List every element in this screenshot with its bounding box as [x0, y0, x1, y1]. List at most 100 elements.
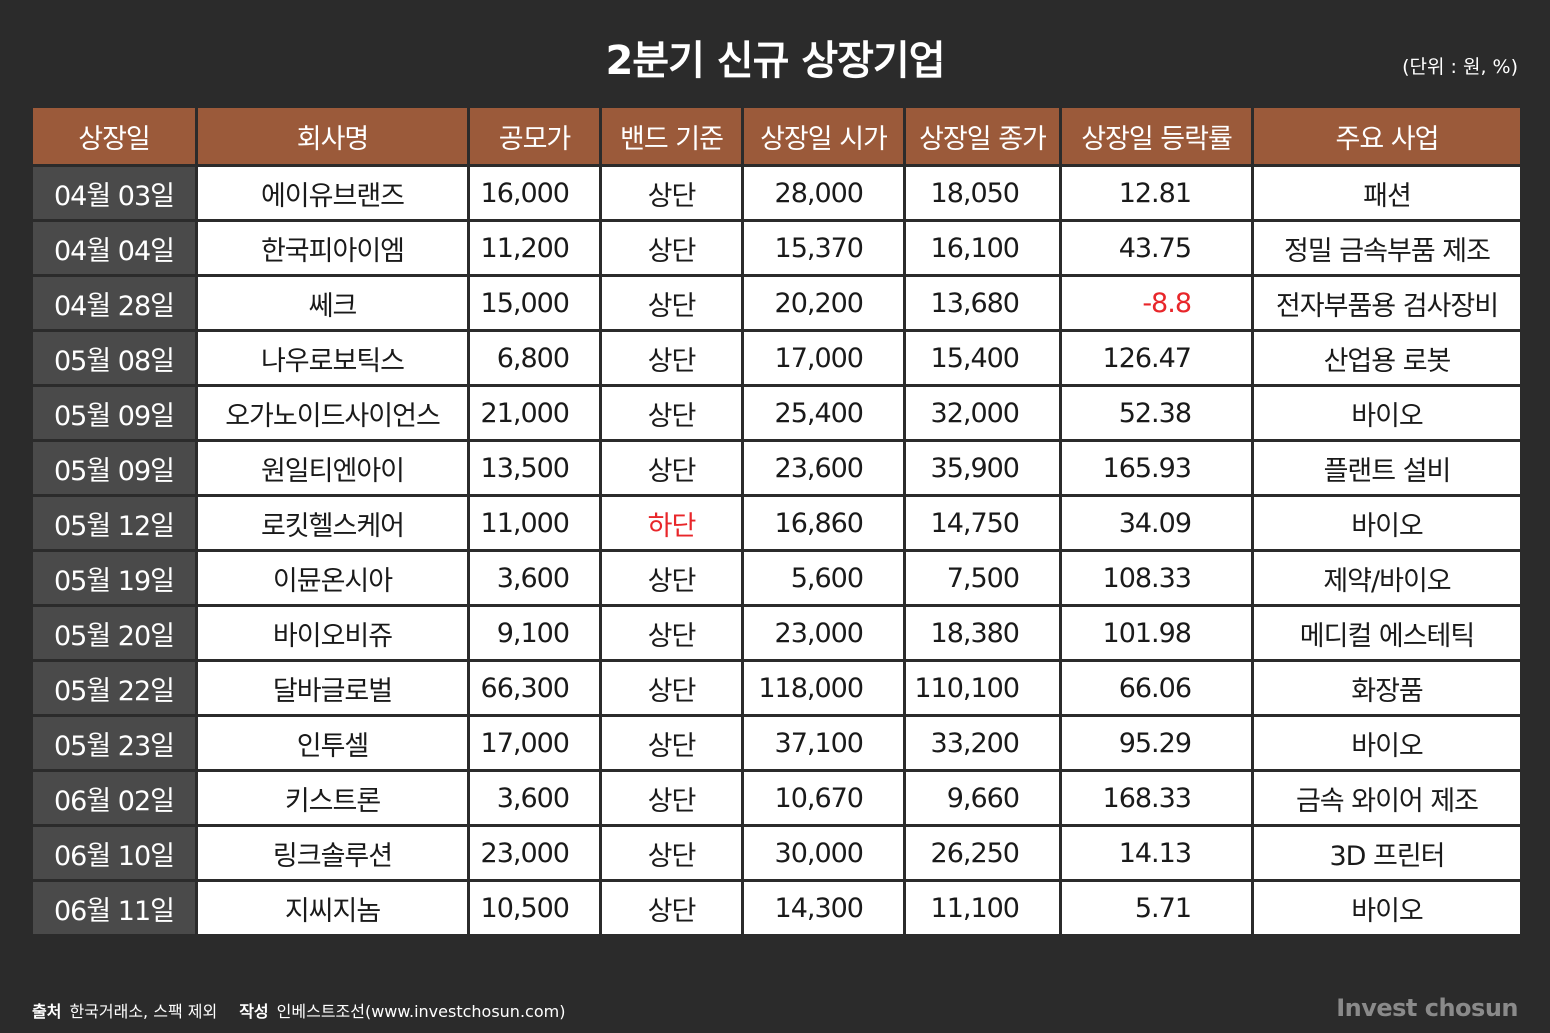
cell-change-rate: 95.29 — [1059, 714, 1254, 772]
cell-close-price: 35,900 — [903, 439, 1062, 497]
cell-business: 제약/바이오 — [1251, 549, 1523, 607]
cell-change-rate: 165.93 — [1059, 439, 1254, 497]
cell-close-price: 15,400 — [903, 329, 1062, 387]
cell-change-rate: -8.8 — [1059, 274, 1254, 332]
col-header-open-price: 상장일 시가 — [741, 105, 906, 167]
cell-business: 금속 와이어 제조 — [1251, 769, 1523, 827]
cell-open-price: 37,100 — [741, 714, 906, 772]
cell-company: 원일티엔아이 — [195, 439, 470, 497]
cell-close-price: 7,500 — [903, 549, 1062, 607]
cell-close-price: 18,050 — [903, 164, 1062, 222]
cell-company: 인투셀 — [195, 714, 470, 772]
cell-date: 05월 08일 — [30, 329, 198, 387]
cell-company: 링크솔루션 — [195, 824, 470, 882]
cell-open-price: 17,000 — [741, 329, 906, 387]
cell-close-price: 110,100 — [903, 659, 1062, 717]
cell-offer-price: 9,100 — [467, 604, 602, 662]
cell-business: 패션 — [1251, 164, 1523, 222]
cell-close-price: 32,000 — [903, 384, 1062, 442]
col-header-band: 밴드 기준 — [599, 105, 744, 167]
cell-change-rate: 12.81 — [1059, 164, 1254, 222]
page-title: 2분기 신규 상장기업 — [605, 38, 945, 84]
col-header-company: 회사명 — [195, 105, 470, 167]
col-header-business: 주요 사업 — [1251, 105, 1523, 167]
cell-band: 상단 — [599, 769, 744, 827]
cell-business: 바이오 — [1251, 494, 1523, 552]
cell-close-price: 11,100 — [903, 879, 1062, 937]
cell-offer-price: 11,000 — [467, 494, 602, 552]
cell-open-price: 25,400 — [741, 384, 906, 442]
cell-open-price: 28,000 — [741, 164, 906, 222]
cell-company: 바이오비쥬 — [195, 604, 470, 662]
table-row: 04월 03일 에이유브랜즈 16,000 상단 28,000 18,050 12.81 패션 — [30, 164, 1523, 222]
cell-business: 3D 프린터 — [1251, 824, 1523, 882]
cell-company: 쎄크 — [195, 274, 470, 332]
cell-business: 화장품 — [1251, 659, 1523, 717]
footer: 출처 한국거래소, 스팩 제외 작성 인베스트조선(www.investchosun.… — [32, 998, 565, 1022]
col-header-offer-price: 공모가 — [467, 105, 602, 167]
cell-close-price: 14,750 — [903, 494, 1062, 552]
cell-close-price: 16,100 — [903, 219, 1062, 277]
unit-note: (단위 : 원, %) — [1402, 56, 1518, 78]
cell-change-rate: 168.33 — [1059, 769, 1254, 827]
cell-offer-price: 66,300 — [467, 659, 602, 717]
cell-date: 05월 09일 — [30, 439, 198, 497]
cell-open-price: 16,860 — [741, 494, 906, 552]
cell-band: 하단 — [599, 494, 744, 552]
ipo-table: 상장일 회사명 공모가 밴드 기준 상장일 시가 상장일 종가 상장일 등락률 … — [30, 105, 1523, 937]
cell-date: 05월 22일 — [30, 659, 198, 717]
cell-company: 키스트론 — [195, 769, 470, 827]
cell-business: 바이오 — [1251, 879, 1523, 937]
cell-business: 바이오 — [1251, 714, 1523, 772]
table-row: 05월 20일 바이오비쥬 9,100 상단 23,000 18,380 101.98 메디컬… — [30, 604, 1523, 662]
cell-close-price: 33,200 — [903, 714, 1062, 772]
cell-business: 정밀 금속부품 제조 — [1251, 219, 1523, 277]
author-label: 작성 — [239, 1002, 269, 1021]
cell-offer-price: 15,000 — [467, 274, 602, 332]
cell-offer-price: 10,500 — [467, 879, 602, 937]
col-header-change-rate: 상장일 등락률 — [1059, 105, 1254, 167]
invest-chosun-logo: Invest chosun — [1336, 994, 1518, 1022]
cell-company: 오가노이드사이언스 — [195, 384, 470, 442]
cell-band: 상단 — [599, 879, 744, 937]
cell-change-rate: 14.13 — [1059, 824, 1254, 882]
table-row: 04월 04일 한국피아이엠 11,200 상단 15,370 16,100 43.75 정밀… — [30, 219, 1523, 277]
cell-close-price: 13,680 — [903, 274, 1062, 332]
cell-open-price: 5,600 — [741, 549, 906, 607]
col-header-date: 상장일 — [30, 105, 198, 167]
cell-company: 로킷헬스케어 — [195, 494, 470, 552]
cell-open-price: 10,670 — [741, 769, 906, 827]
table-row: 05월 12일 로킷헬스케어 11,000 하단 16,860 14,750 34.09 바이… — [30, 494, 1523, 552]
cell-date: 06월 10일 — [30, 824, 198, 882]
cell-offer-price: 23,000 — [467, 824, 602, 882]
cell-date: 04월 03일 — [30, 164, 198, 222]
cell-close-price: 9,660 — [903, 769, 1062, 827]
table-row: 05월 09일 원일티엔아이 13,500 상단 23,600 35,900 165.93 플… — [30, 439, 1523, 497]
cell-offer-price: 3,600 — [467, 549, 602, 607]
cell-change-rate: 43.75 — [1059, 219, 1254, 277]
table-row: 04월 28일 쎄크 15,000 상단 20,200 13,680 -8.8 전자부품용 검… — [30, 274, 1523, 332]
author-text: 인베스트조선(www.investchosun.com) — [276, 1002, 566, 1021]
table-row: 06월 11일 지씨지놈 10,500 상단 14,300 11,100 5.71 바이오 — [30, 879, 1523, 937]
cell-date: 05월 19일 — [30, 549, 198, 607]
table-row: 05월 08일 나우로보틱스 6,800 상단 17,000 15,400 126.47 산업… — [30, 329, 1523, 387]
cell-date: 06월 02일 — [30, 769, 198, 827]
table-row: 06월 02일 키스트론 3,600 상단 10,670 9,660 168.33 금속 와이… — [30, 769, 1523, 827]
cell-change-rate: 34.09 — [1059, 494, 1254, 552]
cell-date: 05월 12일 — [30, 494, 198, 552]
cell-date: 04월 28일 — [30, 274, 198, 332]
cell-band: 상단 — [599, 714, 744, 772]
cell-offer-price: 3,600 — [467, 769, 602, 827]
cell-company: 지씨지놈 — [195, 879, 470, 937]
cell-date: 05월 20일 — [30, 604, 198, 662]
cell-open-price: 14,300 — [741, 879, 906, 937]
cell-business: 메디컬 에스테틱 — [1251, 604, 1523, 662]
cell-band: 상단 — [599, 274, 744, 332]
cell-open-price: 30,000 — [741, 824, 906, 882]
col-header-close-price: 상장일 종가 — [903, 105, 1062, 167]
table-row: 06월 10일 링크솔루션 23,000 상단 30,000 26,250 14.13 3D … — [30, 824, 1523, 882]
cell-band: 상단 — [599, 164, 744, 222]
cell-band: 상단 — [599, 384, 744, 442]
cell-change-rate: 101.98 — [1059, 604, 1254, 662]
cell-change-rate: 108.33 — [1059, 549, 1254, 607]
